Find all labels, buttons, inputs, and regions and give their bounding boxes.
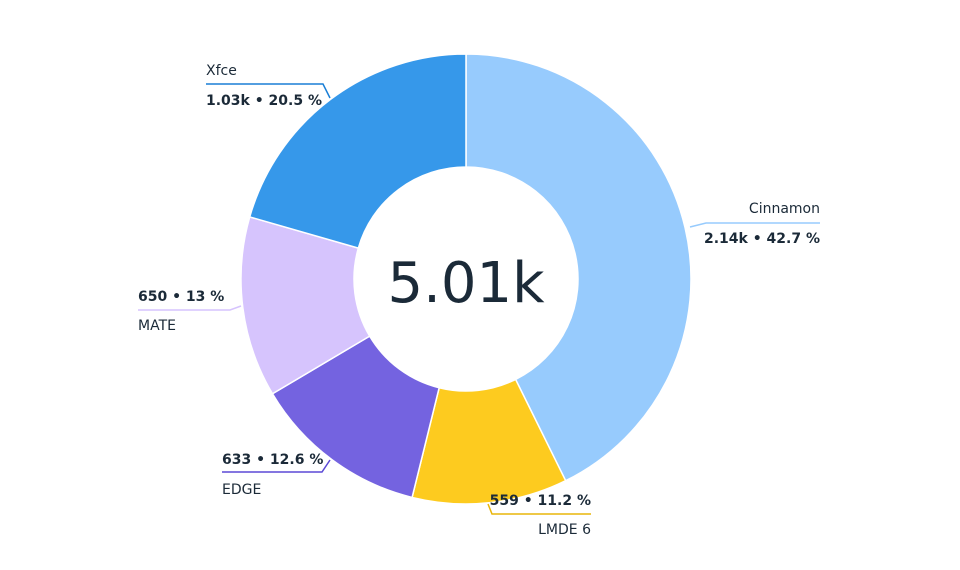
leader-line-mate [138,305,242,311]
leader-line-edge [222,459,331,473]
slice-label-value: 2.14k • 42.7 % [704,231,820,247]
slice-label-value: 633 • 12.6 % [222,452,323,468]
slice-xfce[interactable] [248,53,467,250]
leader-line-cinnamon [689,222,820,228]
slice-label-value: 650 • 13 % [138,289,224,305]
slice-label-name: MATE [138,318,176,334]
slice-label-name: Cinnamon [749,201,820,217]
slice-label-name: EDGE [222,482,261,498]
leader-line-xfce [206,83,331,99]
center-total-label: 5.01k [387,251,545,316]
slice-label-value: 559 • 11.2 % [490,493,591,509]
slice-cinnamon[interactable] [465,53,692,482]
slice-label-name: LMDE 6 [538,522,591,538]
donut-slices [240,53,692,505]
leader-line-lmde [487,503,591,515]
slice-label-value: 1.03k • 20.5 % [206,93,322,109]
slice-label-name: Xfce [206,63,237,79]
